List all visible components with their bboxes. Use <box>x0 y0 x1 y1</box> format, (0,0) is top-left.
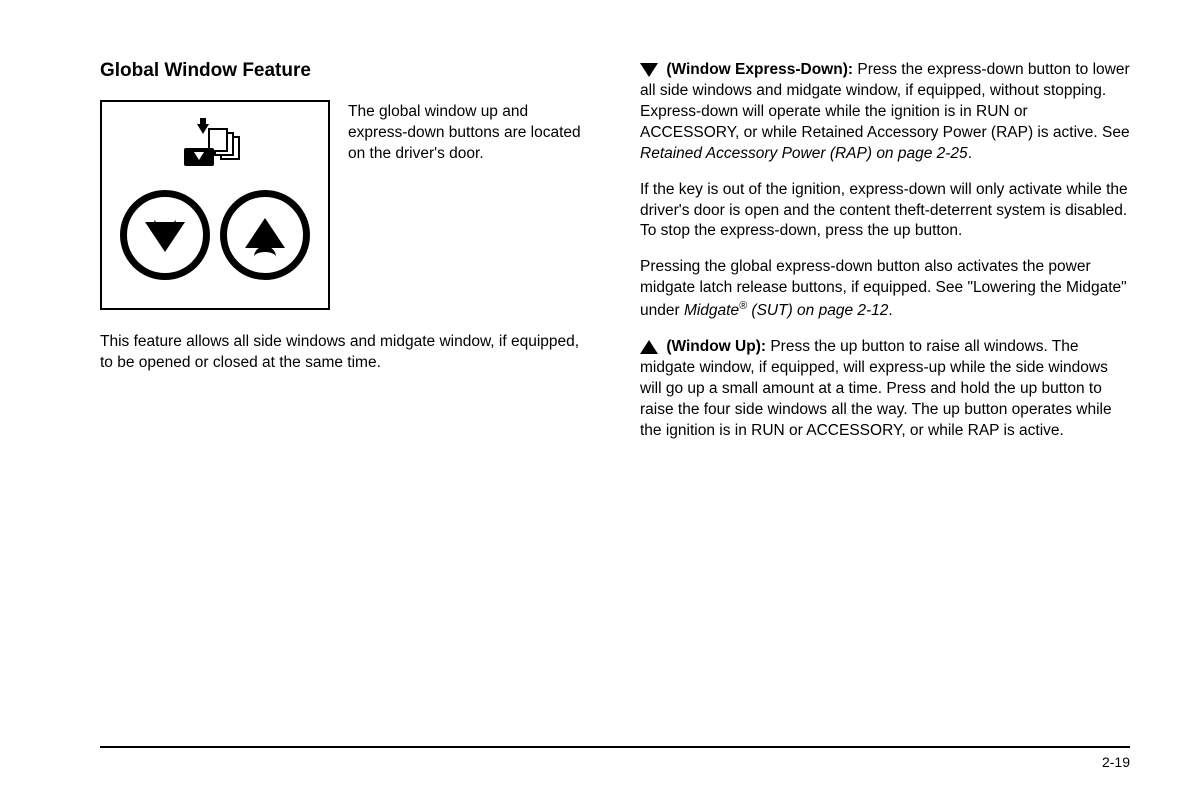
figure-with-caption: The global window up and express-down bu… <box>100 100 590 310</box>
midgate-paragraph: Pressing the global express-down button … <box>640 257 1130 322</box>
window-up-label: (Window Up): <box>666 338 766 355</box>
window-up-paragraph: (Window Up): Press the up button to rais… <box>640 337 1130 442</box>
window-stack-icon <box>180 124 250 170</box>
figure-caption: The global window up and express-down bu… <box>348 100 590 310</box>
express-down-button-icon <box>120 190 210 280</box>
down-triangle-icon <box>640 63 658 77</box>
period: . <box>888 302 892 319</box>
intro-paragraph: This feature allows all side windows and… <box>100 332 590 374</box>
up-triangle-icon <box>640 340 658 354</box>
midgate-ref: Midgate® (SUT) on page 2-12 <box>684 302 888 319</box>
right-column: (Window Express-Down): Press the express… <box>640 60 1130 457</box>
rap-reference: Retained Accessory Power (RAP) on page 2… <box>640 145 968 162</box>
footer-rule <box>100 746 1130 748</box>
button-diagram <box>100 100 330 310</box>
window-up-button-icon <box>220 190 310 280</box>
page-number: 2-19 <box>1102 754 1130 770</box>
period: . <box>968 145 972 162</box>
section-heading: Global Window Feature <box>100 60 590 82</box>
left-column: Global Window Feature The global window … <box>100 60 590 457</box>
express-down-paragraph: (Window Express-Down): Press the express… <box>640 60 1130 165</box>
key-out-paragraph: If the key is out of the ignition, expre… <box>640 180 1130 243</box>
express-down-label: (Window Express-Down): <box>666 61 853 78</box>
manual-page: Global Window Feature The global window … <box>0 0 1200 497</box>
